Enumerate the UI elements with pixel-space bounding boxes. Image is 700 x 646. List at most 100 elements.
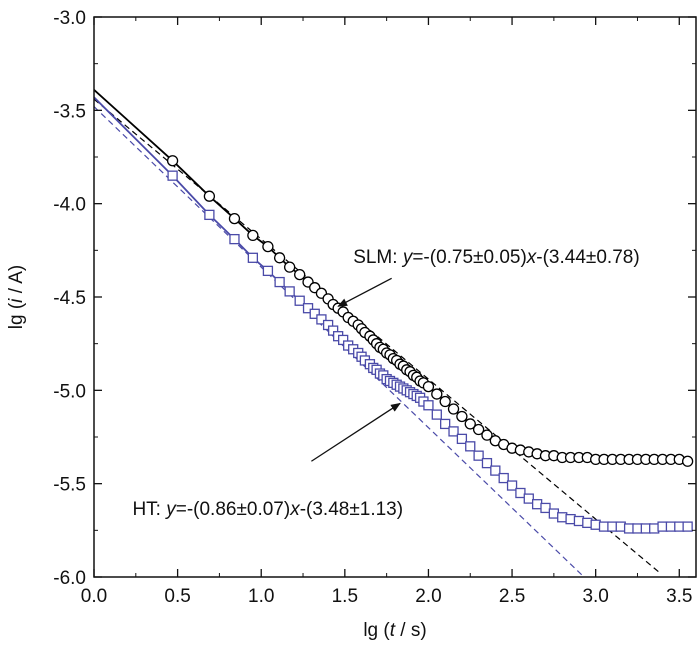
data-point-ht [229, 233, 240, 245]
data-point-ht [607, 521, 618, 532]
data-point-slm [481, 429, 493, 441]
plot-frame [93, 16, 697, 578]
annotation-ht-tail: -(3.48±1.13) [300, 499, 403, 520]
data-point-ht [649, 523, 660, 534]
x-tick-label: 0.5 [164, 586, 190, 607]
data-point-ht [657, 521, 668, 532]
data-point-slm [422, 380, 435, 393]
data-point-ht [316, 314, 327, 325]
data-point-ht [615, 521, 626, 532]
data-point-slm [294, 268, 306, 281]
annotation-ht: HT: y=-(0.86±0.07)x-(3.48±1.13) [132, 499, 403, 520]
data-point-ht [557, 512, 568, 523]
data-point-slm [464, 418, 476, 430]
data-point-ht [632, 523, 643, 534]
x-axis-title: lg (t / s) [363, 620, 426, 641]
data-point-ht [540, 502, 551, 514]
annotation-arrow-ht [311, 402, 401, 462]
data-point-ht [598, 521, 610, 532]
data-point-slm [262, 240, 274, 253]
series-layer [93, 89, 694, 534]
x-tick-label: 2.5 [499, 586, 525, 607]
data-point-ht [204, 209, 215, 221]
fit-line-ht [93, 106, 585, 578]
y-tick-label: -5.5 [53, 475, 86, 496]
data-point-ht [515, 487, 526, 499]
data-point-ht [247, 252, 259, 263]
data-point-ht [448, 426, 459, 437]
data-point-ht [423, 400, 434, 411]
annotation-slm-lead: SLM: [353, 247, 403, 268]
data-point-ht [262, 265, 274, 277]
data-point-ht [665, 521, 677, 532]
x-tick-label: 1.0 [248, 586, 274, 607]
x-axis-title-prefix: lg ( [363, 620, 390, 641]
annotation-ht-mid: =-(0.86±0.07) [176, 499, 290, 520]
data-point-ht [274, 276, 285, 288]
y-tick-label: -4.5 [53, 288, 86, 309]
series-line-slm [93, 89, 688, 463]
data-point-ht [456, 433, 468, 445]
data-point-slm [166, 155, 179, 167]
data-point-ht [640, 523, 651, 534]
data-point-ht [531, 499, 543, 510]
data-point-slm [681, 455, 694, 467]
data-point-slm [228, 212, 241, 225]
x-tick-label: 3.0 [582, 586, 608, 607]
y-tick-label: -6.0 [53, 568, 86, 589]
data-point-ht [682, 521, 693, 532]
x-axis-title-var: t [390, 620, 396, 641]
data-point-slm [273, 252, 286, 264]
y-tick-label: -3.5 [53, 101, 86, 122]
x-axis: 0.0 0.5 1.0 1.5 2.0 2.5 3.0 3.5 [81, 17, 692, 607]
y-axis-title-var: i [6, 298, 27, 303]
data-point-slm [431, 388, 443, 400]
annotation-slm-tail: -(3.44±0.78) [536, 247, 639, 268]
data-point-ht [431, 409, 442, 420]
data-point-ht [523, 493, 534, 504]
data-point-ht [473, 450, 484, 461]
y-axis-title: lg (i / A) [6, 265, 27, 329]
data-point-slm [447, 403, 460, 415]
data-point-ht [465, 441, 476, 452]
data-point-ht [302, 303, 314, 314]
data-point-slm [203, 190, 216, 202]
y-axis-title-prefix: lg ( [6, 302, 27, 329]
x-tick-label: 0.0 [81, 586, 107, 607]
data-point-ht [573, 515, 585, 527]
x-tick-label: 2.0 [415, 586, 441, 607]
y-tick-label: -3.0 [53, 8, 86, 29]
fit-lines [93, 98, 660, 578]
y-axis: -3.0 -3.5 -4.0 -4.5 -5.0 -5.5 -6.0 [53, 8, 696, 589]
annotations: SLM: y=-(0.75±0.05)x-(3.44±0.78)HT: y=-(… [132, 247, 639, 520]
y-axis-title-suffix: / A) [6, 265, 27, 299]
data-point-ht [490, 465, 501, 476]
data-point-ht [498, 472, 509, 484]
data-point-slm [439, 395, 451, 408]
annotation-slm: SLM: y=-(0.75±0.05)x-(3.44±0.78) [353, 247, 639, 268]
data-point-ht [481, 457, 493, 469]
data-point-ht [167, 170, 178, 181]
data-point-ht [284, 286, 295, 297]
annotation-slm-var-y: y [401, 247, 414, 268]
x-axis-title-suffix: / s) [395, 620, 427, 641]
annotation-arrow-slm [337, 277, 392, 307]
annotation-ht-lead: HT: [132, 499, 166, 520]
data-point-slm [247, 229, 259, 242]
data-point-ht [440, 418, 451, 430]
annotation-ht-var-x: x [289, 499, 301, 520]
data-point-ht [565, 513, 576, 525]
data-point-ht [582, 517, 593, 529]
annotation-slm-mid: =-(0.75±0.05) [412, 247, 526, 268]
annotation-ht-var-y: y [164, 499, 177, 520]
y-tick-label: -4.0 [53, 195, 86, 216]
data-point-ht [548, 508, 560, 519]
data-point-slm [456, 410, 468, 423]
y-tick-label: -5.0 [53, 381, 86, 402]
data-point-slm [283, 261, 296, 273]
data-point-ht [590, 519, 601, 530]
data-point-ht [294, 295, 305, 306]
data-point-ht [623, 523, 635, 534]
x-tick-label: 3.5 [666, 586, 692, 607]
